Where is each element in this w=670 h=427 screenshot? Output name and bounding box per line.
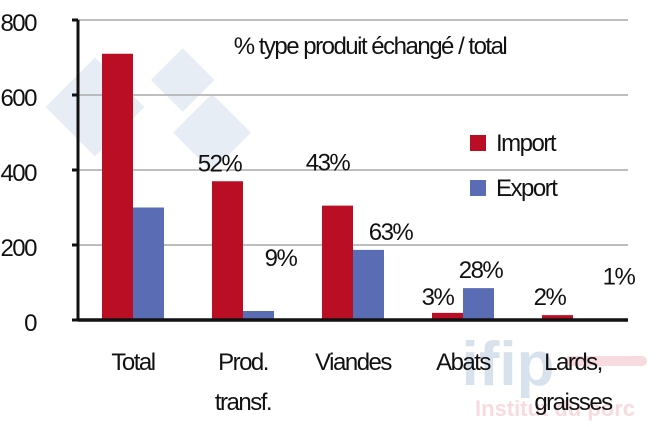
bar-import bbox=[212, 181, 243, 320]
data-label: 63% bbox=[369, 219, 414, 246]
chart-title: % type produit échangé / total bbox=[234, 33, 507, 60]
category-label: Viandes bbox=[315, 349, 392, 376]
bar-export bbox=[463, 288, 494, 320]
bar-export bbox=[133, 207, 164, 320]
legend-swatch-export bbox=[470, 180, 486, 196]
data-label: 1% bbox=[603, 263, 636, 290]
bar-import bbox=[102, 53, 133, 320]
ifip-logo-watermark: ifip Institut du porc bbox=[462, 330, 647, 421]
data-label: 52% bbox=[198, 150, 243, 177]
category-label: transf. bbox=[215, 389, 271, 416]
category-label: Abats bbox=[436, 349, 491, 376]
svg-text:ifip: ifip bbox=[462, 330, 555, 399]
y-tick-label: 0 bbox=[24, 310, 37, 337]
y-tick-label: 600 bbox=[0, 85, 37, 112]
category-label: Lards, bbox=[544, 349, 602, 376]
data-label: 28% bbox=[459, 257, 504, 284]
category-label: Total bbox=[111, 349, 154, 376]
legend-swatch-import bbox=[470, 135, 486, 151]
y-tick-label: 200 bbox=[0, 235, 37, 262]
data-label: 3% bbox=[422, 284, 455, 311]
bar-import bbox=[432, 312, 463, 320]
legend-label: Import bbox=[496, 130, 557, 157]
bar-export bbox=[353, 249, 384, 320]
category-label: Prod. bbox=[218, 349, 268, 376]
legend-label: Export bbox=[496, 175, 558, 202]
bar-export bbox=[243, 311, 274, 320]
bar-import bbox=[322, 205, 353, 320]
bar-import bbox=[542, 315, 573, 320]
category-label: graisses bbox=[534, 389, 613, 416]
data-label: 9% bbox=[265, 245, 298, 272]
data-label: 2% bbox=[534, 284, 567, 311]
y-tick-label: 400 bbox=[0, 160, 37, 187]
svg-text:Institut du porc: Institut du porc bbox=[475, 396, 635, 421]
y-tick-label: 800 bbox=[0, 10, 37, 37]
data-label: 43% bbox=[306, 150, 351, 177]
